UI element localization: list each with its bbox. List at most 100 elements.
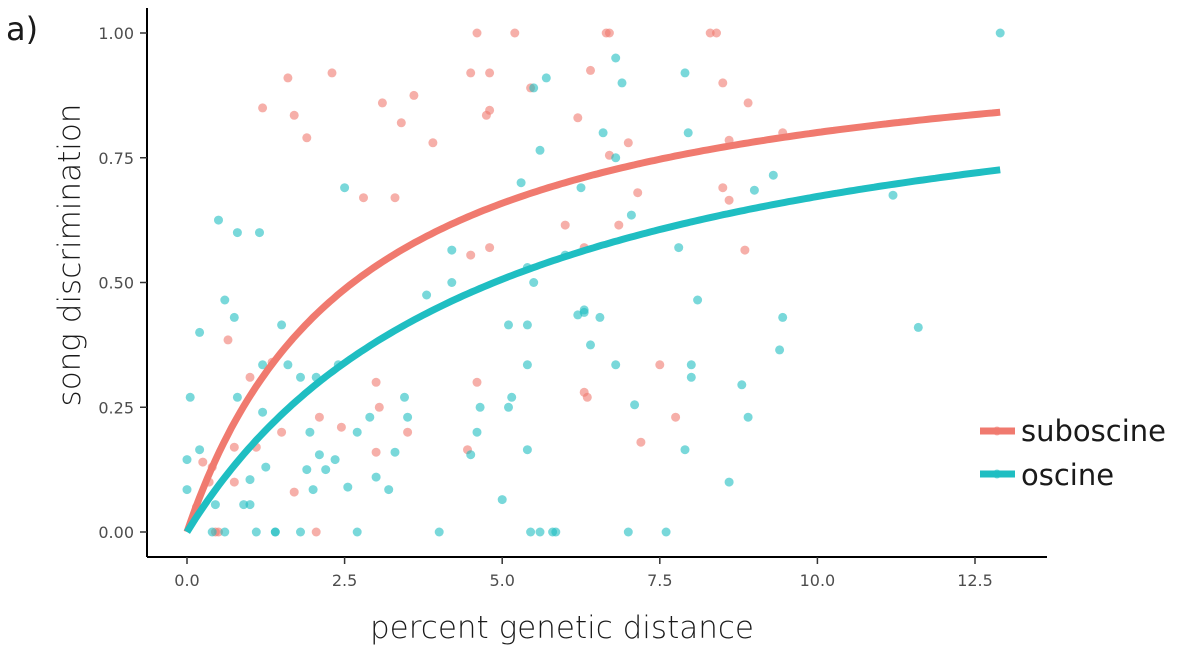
oscine-point [251, 527, 261, 537]
y-tick-label: 0.25 [98, 398, 134, 417]
oscine-point [330, 455, 340, 465]
oscine-point [182, 485, 192, 495]
suboscine-point [314, 412, 324, 422]
suboscine-point [485, 68, 495, 78]
oscine-point [674, 243, 684, 253]
oscine-point [220, 527, 230, 537]
oscine-point [182, 455, 192, 465]
oscine-point [529, 278, 539, 287]
legend: suboscine oscine [980, 414, 1166, 492]
oscine-point [551, 527, 561, 537]
suboscine-point [377, 98, 387, 108]
oscine-point [352, 427, 362, 437]
y-tick-label: 1.00 [98, 24, 134, 43]
oscine-point [504, 402, 513, 412]
oscine-point [913, 322, 923, 332]
oscine-point [185, 392, 195, 402]
y-tick-label: 0.75 [98, 149, 134, 168]
oscine-point [343, 482, 353, 492]
suboscine-point [428, 138, 438, 148]
oscine-point [768, 170, 778, 180]
oscine-point [308, 485, 318, 495]
suboscine-point [636, 437, 646, 447]
suboscine-point [223, 335, 233, 345]
oscine-point [207, 527, 217, 537]
legend-label-oscine: oscine [1021, 458, 1114, 492]
oscine-point [526, 527, 536, 537]
oscine-point [535, 527, 545, 537]
panel-label: a) [6, 10, 38, 48]
oscine-point [232, 228, 242, 238]
oscine-point [611, 360, 621, 370]
suboscine-point [705, 28, 715, 38]
y-axis-title: song discrimination [52, 104, 88, 407]
suboscine-point [289, 110, 299, 120]
oscine-point [995, 28, 1005, 38]
suboscine-point [371, 447, 381, 457]
oscine-point [232, 392, 242, 402]
oscine-point [403, 412, 413, 422]
oscine-point [220, 295, 230, 305]
oscine-point [541, 73, 551, 83]
x-tick-label: 7.5 [647, 571, 672, 590]
oscine-point [686, 372, 696, 382]
x-axis-title: percent genetic distance [370, 610, 754, 646]
oscine-point [422, 290, 432, 300]
suboscine-point [560, 220, 570, 230]
oscine-point [507, 392, 517, 402]
oscine-point [277, 320, 287, 330]
legend-label-suboscine: suboscine [1021, 414, 1166, 448]
curves-layer [183, 108, 1001, 534]
suboscine-point [396, 118, 406, 128]
oscine-point [475, 402, 485, 412]
suboscine-point [586, 65, 595, 75]
oscine-point [522, 320, 532, 330]
oscine-point [321, 465, 331, 475]
suboscine-point [633, 188, 643, 198]
oscine-point [576, 183, 586, 193]
oscine-point [229, 312, 239, 322]
oscine-point [529, 83, 539, 93]
suboscine-point [472, 28, 482, 38]
suboscine-point [374, 402, 384, 412]
suboscine-point [671, 412, 681, 422]
suboscine-point [229, 442, 239, 452]
suboscine-point [289, 487, 299, 497]
suboscine-point [371, 377, 381, 387]
points-layer [182, 28, 1005, 537]
oscine-point [214, 215, 223, 225]
x-tick-label: 12.5 [957, 571, 993, 590]
suboscine-point [718, 183, 728, 193]
oscine-point [743, 412, 753, 422]
oscine-point [623, 527, 633, 537]
suboscine-point [403, 427, 413, 437]
oscine-fit-curve [184, 166, 1001, 534]
suboscine-point [712, 28, 721, 38]
oscine-point [314, 450, 324, 460]
oscine-point [261, 462, 271, 472]
oscine-point [296, 372, 305, 382]
oscine-point [447, 245, 457, 255]
suboscine-point [245, 372, 255, 382]
oscine-point [283, 360, 293, 370]
oscine-point [775, 345, 785, 355]
oscine-point [466, 450, 476, 460]
suboscine-point [283, 73, 293, 83]
legend-dot-oscine [992, 469, 1002, 479]
suboscine-point [258, 103, 268, 113]
x-tick-label: 5.0 [489, 571, 514, 590]
suboscine-point [229, 477, 239, 487]
x-tick-label: 2.5 [332, 571, 357, 590]
oscine-point [680, 68, 690, 78]
oscine-point [686, 360, 696, 370]
suboscine-point [743, 98, 753, 108]
suboscine-point [359, 193, 368, 203]
oscine-point [258, 360, 268, 370]
suboscine-point [327, 68, 337, 78]
oscine-point [626, 210, 636, 220]
oscine-point [195, 327, 205, 337]
suboscine-point [336, 422, 346, 432]
oscine-point [497, 495, 507, 505]
oscine-point [617, 78, 627, 88]
